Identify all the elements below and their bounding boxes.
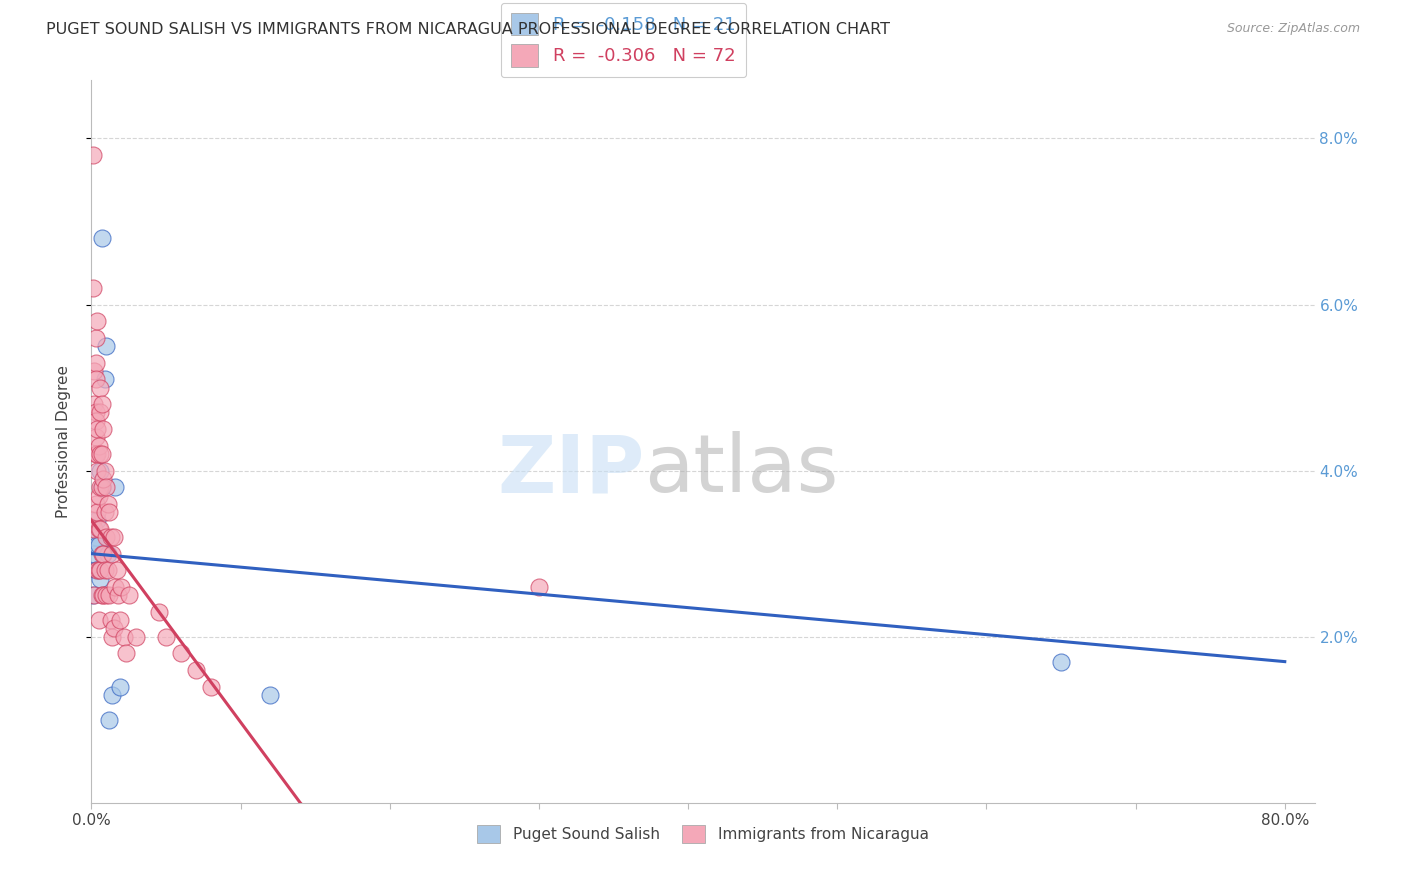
Point [103, 530, 125, 544]
Point [101, 630, 124, 644]
Point [98, 588, 121, 602]
Point [148, 605, 170, 619]
Point [83, 547, 105, 561]
Point [90, 547, 112, 561]
Point [82, 148, 104, 162]
Point [155, 630, 177, 644]
Point [83, 397, 105, 411]
Point [84, 356, 107, 370]
Point [84, 497, 107, 511]
Point [100, 613, 122, 627]
Point [89, 464, 111, 478]
Point [91, 422, 114, 436]
Point [91, 547, 114, 561]
Point [96, 480, 118, 494]
Point [114, 646, 136, 660]
Point [105, 563, 128, 577]
Point [86, 464, 108, 478]
Point [84, 372, 107, 386]
Point [89, 572, 111, 586]
Point [90, 588, 112, 602]
Point [94, 372, 117, 386]
Point [91, 588, 114, 602]
Point [89, 447, 111, 461]
Point [170, 646, 193, 660]
Point [90, 480, 112, 494]
Point [86, 422, 108, 436]
Point [184, 663, 207, 677]
Point [104, 480, 127, 494]
Legend: Puget Sound Salish, Immigrants from Nicaragua: Puget Sound Salish, Immigrants from Nica… [471, 819, 935, 849]
Point [87, 563, 110, 577]
Point [527, 580, 550, 594]
Point [103, 621, 125, 635]
Point [83, 522, 105, 536]
Point [86, 314, 108, 328]
Point [97, 563, 120, 577]
Point [100, 530, 122, 544]
Point [118, 588, 141, 602]
Point [84, 430, 107, 444]
Point [98, 713, 121, 727]
Point [87, 489, 110, 503]
Point [82, 513, 104, 527]
Point [125, 630, 148, 644]
Point [89, 522, 111, 536]
Point [84, 530, 107, 544]
Point [91, 472, 114, 486]
Point [83, 364, 105, 378]
Point [89, 480, 111, 494]
Text: atlas: atlas [644, 432, 838, 509]
Point [112, 630, 135, 644]
Point [104, 580, 127, 594]
Point [90, 231, 112, 245]
Point [96, 530, 118, 544]
Y-axis label: Professional Degree: Professional Degree [56, 365, 70, 518]
Point [89, 380, 111, 394]
Point [87, 522, 110, 536]
Point [108, 613, 131, 627]
Point [110, 580, 132, 594]
Point [91, 547, 114, 561]
Point [84, 563, 107, 577]
Point [101, 547, 124, 561]
Point [96, 339, 118, 353]
Point [83, 588, 105, 602]
Point [87, 613, 110, 627]
Point [86, 538, 108, 552]
Point [86, 447, 108, 461]
Point [84, 405, 107, 419]
Point [200, 680, 222, 694]
Point [86, 513, 108, 527]
Point [97, 497, 120, 511]
Point [94, 505, 117, 519]
Text: Source: ZipAtlas.com: Source: ZipAtlas.com [1226, 22, 1360, 36]
Point [87, 439, 110, 453]
Point [90, 480, 112, 494]
Point [84, 447, 107, 461]
Point [108, 680, 131, 694]
Point [84, 414, 107, 428]
Point [82, 281, 104, 295]
Point [107, 588, 129, 602]
Point [259, 688, 281, 702]
Point [82, 588, 104, 602]
Point [96, 588, 118, 602]
Point [87, 538, 110, 552]
Point [94, 563, 117, 577]
Point [89, 563, 111, 577]
Point [1050, 655, 1073, 669]
Point [94, 464, 117, 478]
Point [90, 397, 112, 411]
Point [86, 505, 108, 519]
Point [89, 405, 111, 419]
Point [101, 688, 124, 702]
Text: PUGET SOUND SALISH VS IMMIGRANTS FROM NICARAGUA PROFESSIONAL DEGREE CORRELATION : PUGET SOUND SALISH VS IMMIGRANTS FROM NI… [46, 22, 890, 37]
Point [90, 447, 112, 461]
Text: ZIP: ZIP [498, 432, 644, 509]
Point [97, 547, 120, 561]
Point [84, 331, 107, 345]
Point [86, 563, 108, 577]
Point [98, 505, 121, 519]
